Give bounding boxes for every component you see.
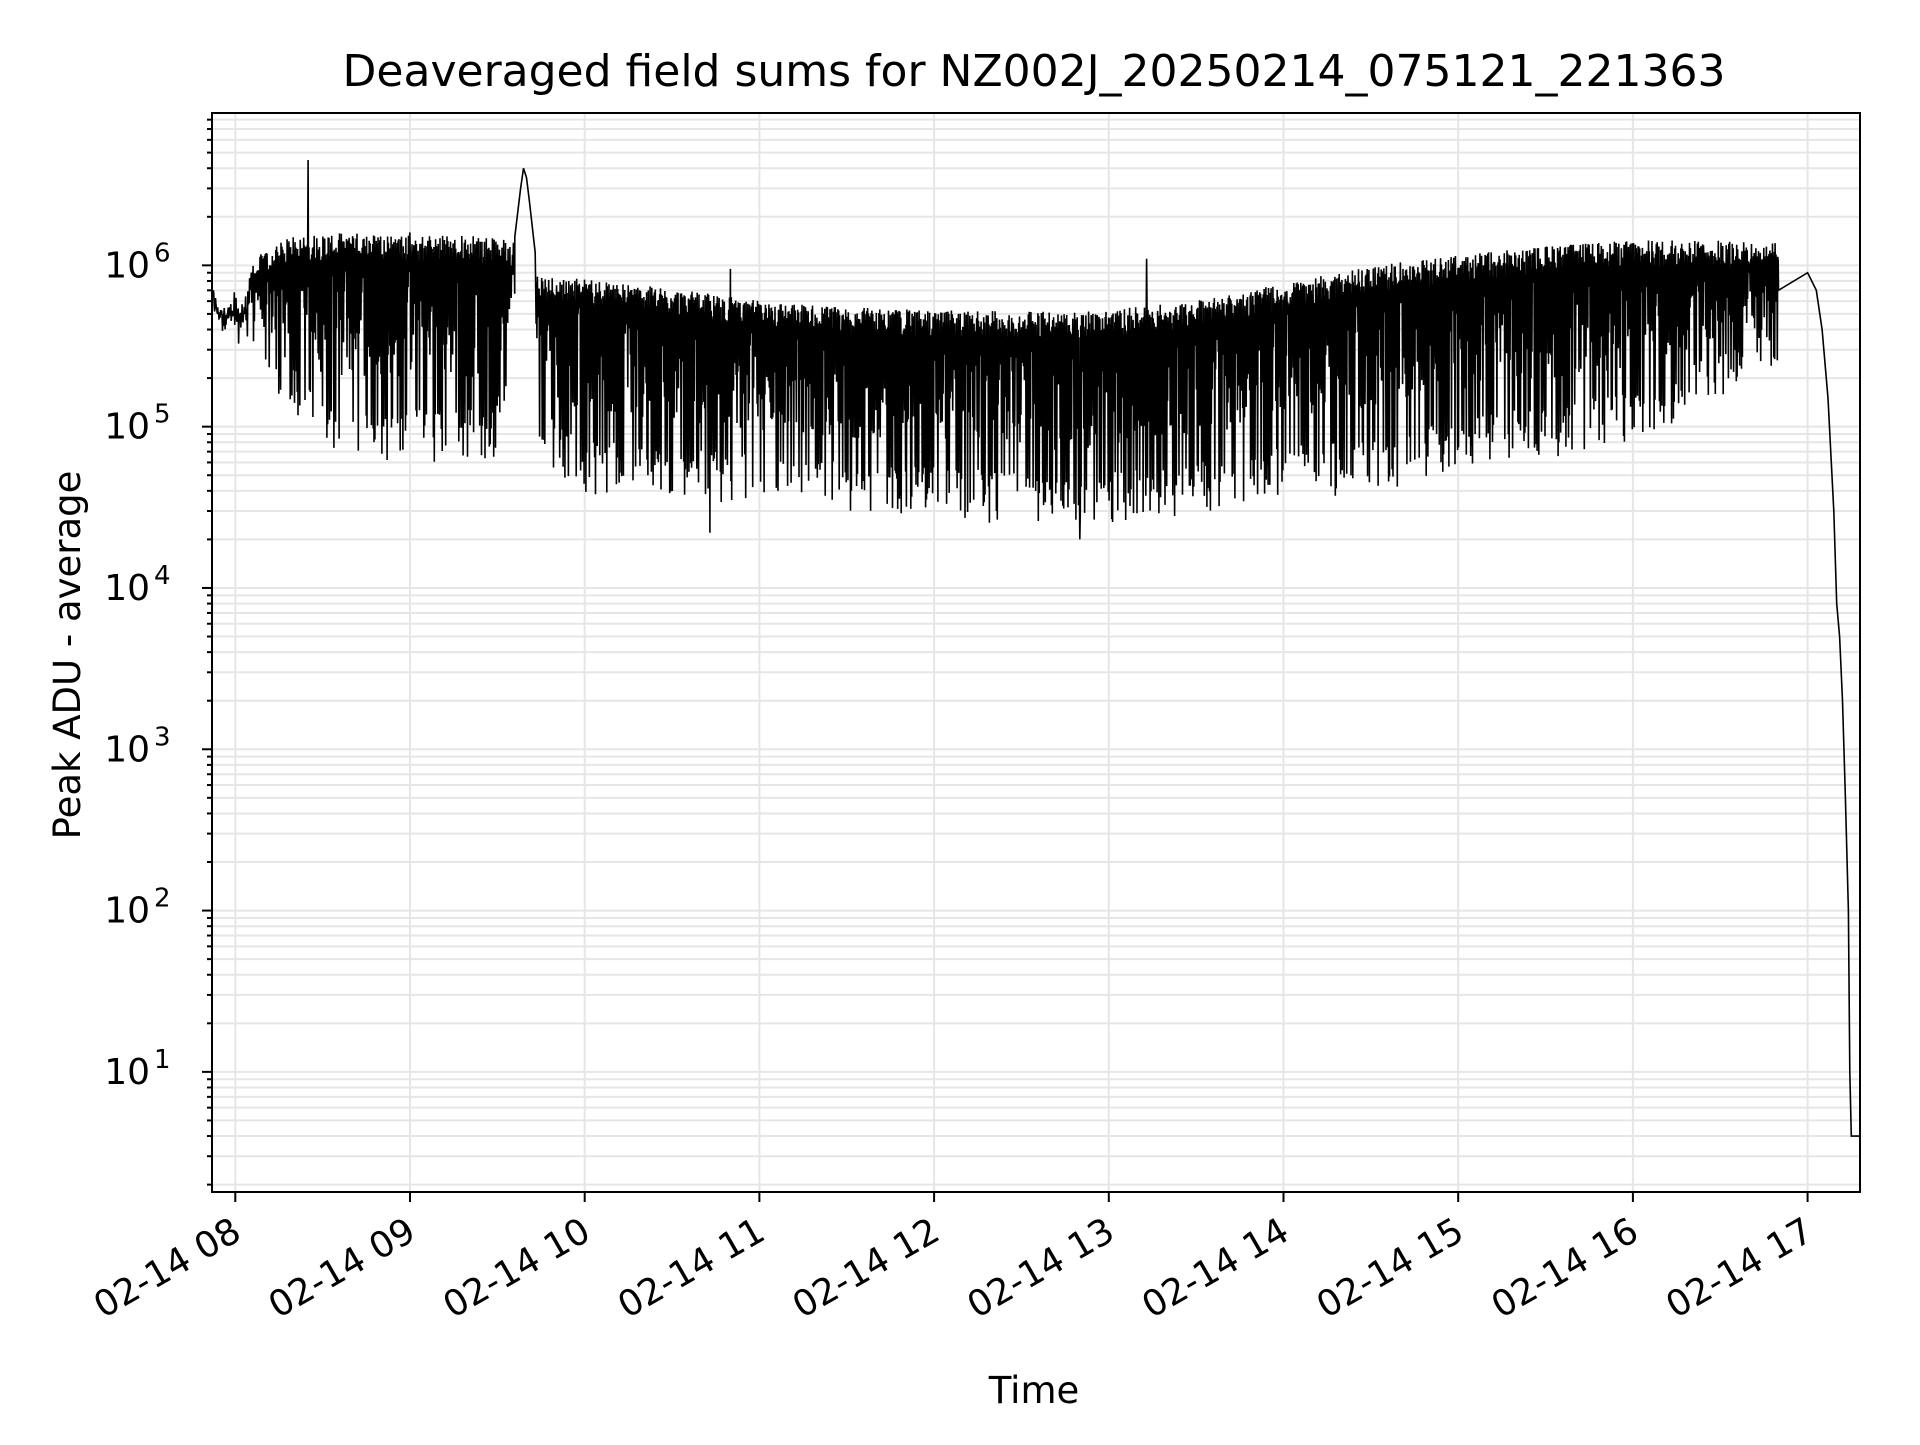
grid — [212, 113, 1860, 1192]
y-tick-exponent: 3 — [154, 722, 171, 752]
y-tick-label: 10 — [104, 407, 150, 448]
y-tick-label: 10 — [104, 568, 150, 609]
y-axis-label: Peak ADU - average — [46, 471, 89, 840]
x-axis-label: Time — [988, 1369, 1080, 1412]
y-tick-exponent: 1 — [154, 1045, 171, 1075]
y-tick-label: 10 — [104, 1052, 150, 1093]
y-tick-exponent: 2 — [154, 884, 171, 914]
y-tick-exponent: 6 — [154, 238, 171, 268]
series-line — [211, 159, 1860, 1137]
y-tick-label: 10 — [104, 891, 150, 932]
data-line — [211, 159, 1860, 1137]
y-tick-exponent: 4 — [154, 561, 171, 591]
y-tick-label: 10 — [104, 729, 150, 770]
y-tick-label: 10 — [104, 245, 150, 286]
chart-title: Deaveraged field sums for NZ002J_2025021… — [343, 46, 1726, 97]
y-tick-exponent: 5 — [154, 400, 171, 430]
